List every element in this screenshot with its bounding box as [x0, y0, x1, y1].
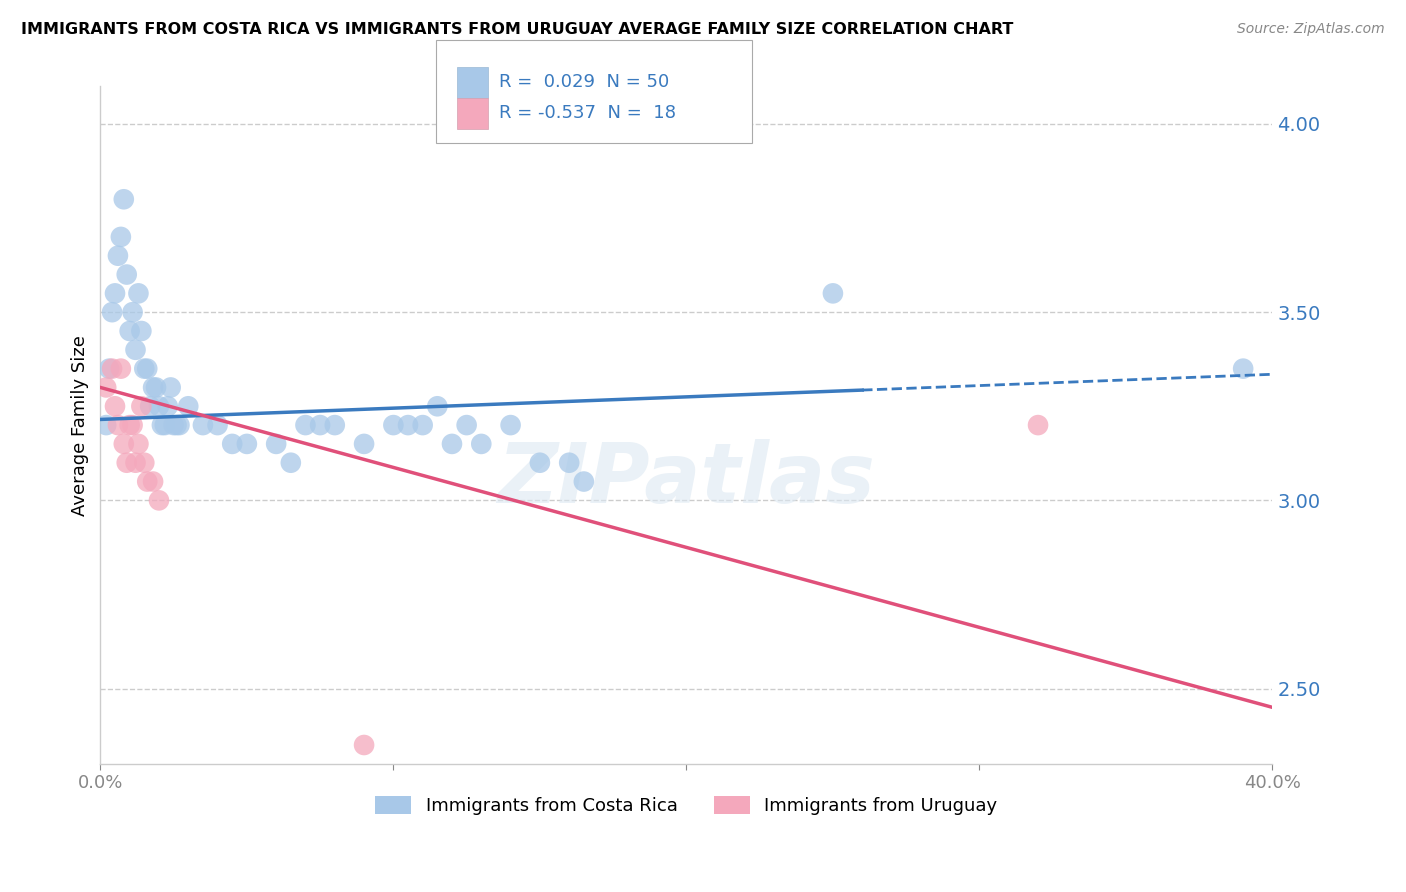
Point: [124, 456, 146, 470]
Point: [470, 437, 492, 451]
Point: [127, 437, 149, 451]
Point: [115, 268, 138, 282]
Point: [412, 418, 434, 433]
Point: [159, 380, 181, 394]
Point: [148, 493, 170, 508]
Point: [131, 324, 153, 338]
Point: [280, 456, 302, 470]
Point: [153, 418, 176, 433]
Point: [121, 418, 143, 433]
Text: IMMIGRANTS FROM COSTA RICA VS IMMIGRANTS FROM URUGUAY AVERAGE FAMILY SIZE CORREL: IMMIGRANTS FROM COSTA RICA VS IMMIGRANTS…: [21, 22, 1014, 37]
Point: [110, 230, 132, 244]
Point: [136, 475, 159, 489]
Legend: Immigrants from Costa Rica, Immigrants from Uruguay: Immigrants from Costa Rica, Immigrants f…: [368, 789, 1005, 822]
Point: [101, 361, 124, 376]
Point: [134, 456, 156, 470]
Point: [131, 399, 153, 413]
Point: [104, 399, 127, 413]
Point: [323, 418, 346, 433]
Point: [156, 399, 179, 413]
Point: [107, 418, 129, 433]
Point: [353, 738, 375, 752]
Point: [142, 380, 165, 394]
Point: [118, 324, 141, 338]
Point: [148, 399, 170, 413]
Point: [118, 418, 141, 433]
Point: [264, 437, 287, 451]
Point: [145, 380, 167, 394]
Point: [139, 399, 162, 413]
Point: [821, 286, 844, 301]
Point: [107, 249, 129, 263]
Point: [96, 418, 118, 433]
Point: [426, 399, 449, 413]
Point: [169, 418, 191, 433]
Text: R = -0.537  N =  18: R = -0.537 N = 18: [499, 104, 676, 122]
Text: R =  0.029  N = 50: R = 0.029 N = 50: [499, 73, 669, 91]
Point: [150, 418, 173, 433]
Y-axis label: Average Family Size: Average Family Size: [72, 334, 89, 516]
Point: [353, 437, 375, 451]
Point: [456, 418, 478, 433]
Point: [104, 286, 127, 301]
Point: [112, 192, 135, 206]
Point: [309, 418, 332, 433]
Point: [558, 456, 581, 470]
Point: [177, 399, 200, 413]
Point: [1026, 418, 1049, 433]
Point: [101, 305, 124, 319]
Point: [121, 305, 143, 319]
Point: [142, 475, 165, 489]
Point: [499, 418, 522, 433]
Point: [96, 380, 118, 394]
Point: [396, 418, 419, 433]
Point: [294, 418, 316, 433]
Text: ZIPatlas: ZIPatlas: [498, 439, 876, 520]
Point: [98, 361, 121, 376]
Point: [207, 418, 229, 433]
Text: Source: ZipAtlas.com: Source: ZipAtlas.com: [1237, 22, 1385, 37]
Point: [112, 437, 135, 451]
Point: [572, 475, 595, 489]
Point: [127, 286, 149, 301]
Point: [110, 361, 132, 376]
Point: [136, 361, 159, 376]
Point: [162, 418, 184, 433]
Point: [440, 437, 463, 451]
Point: [124, 343, 146, 357]
Point: [221, 437, 243, 451]
Point: [382, 418, 405, 433]
Point: [115, 456, 138, 470]
Point: [1232, 361, 1254, 376]
Point: [166, 418, 188, 433]
Point: [529, 456, 551, 470]
Point: [236, 437, 259, 451]
Point: [191, 418, 214, 433]
Point: [134, 361, 156, 376]
